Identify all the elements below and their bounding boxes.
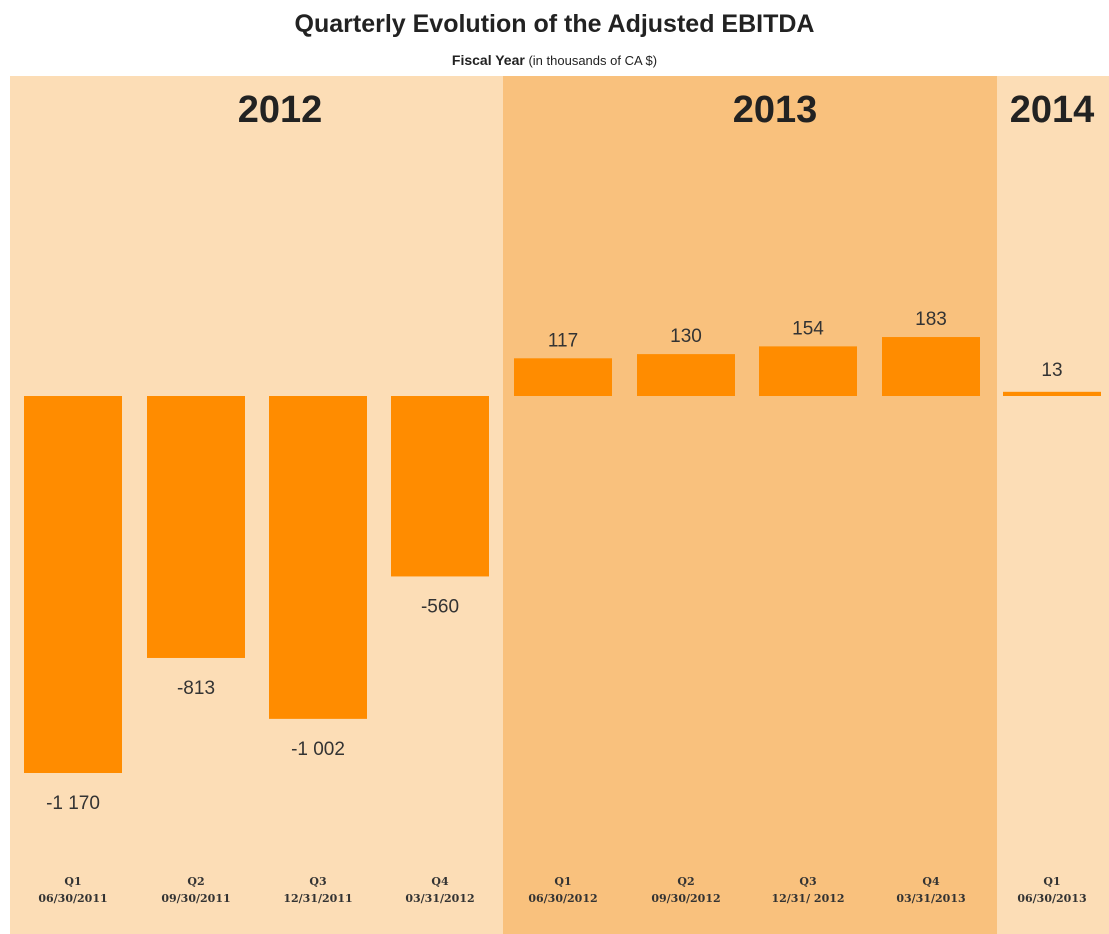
year-band-2014 (997, 76, 1109, 934)
bar-2013-q3 (759, 346, 857, 396)
bar-2012-q3 (269, 396, 367, 719)
date-label-2013-q1: 06/30/2012 (528, 892, 597, 905)
category-labels: Q1 06/30/2011 Q2 09/30/2011 Q3 12/31/2011 Q4 03… (38, 875, 1086, 905)
value-label-2014-q1: 13 (1041, 360, 1062, 381)
year-label-2013: 2013 (733, 89, 818, 131)
subtitle-fiscal-year: Fiscal Year (451, 52, 525, 68)
quarter-label-2013-q4: Q4 (922, 875, 940, 888)
value-label-2013-q3: 154 (792, 318, 824, 339)
bar-2012-q2 (147, 396, 245, 658)
date-label-2013-q3: 12/31/ 2012 (771, 892, 844, 905)
year-band-2013 (503, 76, 997, 934)
date-label-2012-q2: 09/30/2011 (161, 892, 230, 905)
value-label-2013-q4: 183 (915, 309, 947, 330)
bar-2013-q2 (637, 354, 735, 396)
quarter-label-2012-q4: Q4 (431, 875, 449, 888)
quarter-label-2012-q3: Q3 (309, 875, 326, 888)
bars (24, 337, 1101, 773)
bar-2013-q4 (882, 337, 980, 396)
bar-2014-q1 (1003, 391, 1101, 396)
value-label-2012-q3: -1 002 (291, 739, 345, 760)
quarter-label-2013-q3: Q3 (799, 875, 816, 888)
value-label-2012-q1: -1 170 (46, 793, 100, 814)
chart-subtitle: Fiscal Year (in thousands of CA $) (0, 52, 1109, 68)
date-label-2012-q1: 06/30/2011 (38, 892, 107, 905)
date-label-2013-q4: 03/31/2013 (896, 892, 965, 905)
chart-title: Quarterly Evolution of the Adjusted EBIT… (294, 10, 815, 38)
year-label-2012: 2012 (238, 89, 323, 131)
date-label-2012-q4: 03/31/2012 (405, 892, 474, 905)
value-label-2012-q4: -560 (421, 596, 459, 617)
date-label-2014-q1: 06/30/2013 (1017, 892, 1086, 905)
value-label-2013-q2: 130 (670, 326, 702, 347)
quarter-label-2013-q2: Q2 (677, 875, 694, 888)
value-labels: -1 170 -813 -1 002 -560 117 130 154 183 13 (46, 309, 1063, 814)
bar-2013-q1 (514, 358, 612, 396)
quarter-label-2012-q2: Q2 (187, 875, 204, 888)
subtitle-units: (in thousands of CA $) (528, 53, 658, 68)
quarter-label-2014-q1: Q1 (1043, 875, 1060, 888)
value-label-2012-q2: -813 (177, 678, 215, 699)
date-label-2012-q3: 12/31/2011 (283, 892, 352, 905)
bar-2012-q4 (391, 396, 489, 577)
date-label-2013-q2: 09/30/2012 (651, 892, 720, 905)
value-label-2013-q1: 117 (548, 330, 578, 351)
bar-2012-q1 (24, 396, 122, 773)
quarter-label-2013-q1: Q1 (554, 875, 571, 888)
year-label-2014: 2014 (1010, 89, 1095, 131)
quarter-label-2012-q1: Q1 (64, 875, 81, 888)
